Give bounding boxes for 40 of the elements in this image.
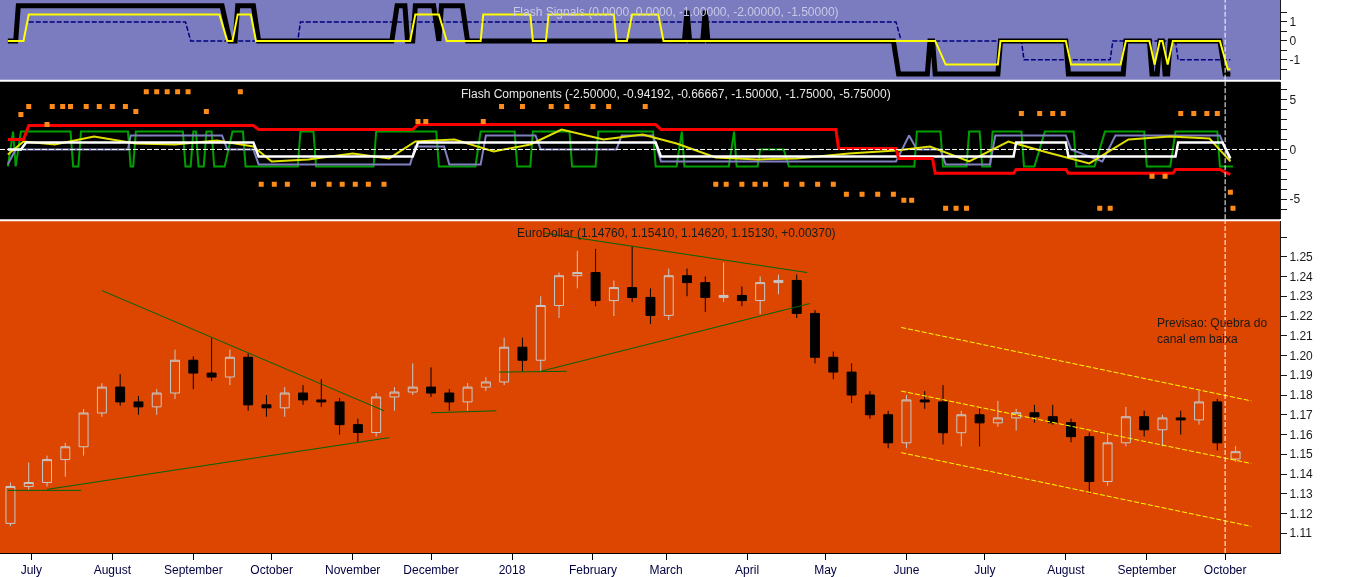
- x-tick-label: July: [974, 563, 996, 577]
- x-tick-label: August: [93, 563, 132, 577]
- y-tick-label: 5: [1289, 92, 1297, 107]
- y-tick-label: 1: [1289, 15, 1297, 30]
- x-tick-label: May: [814, 563, 837, 577]
- y-tick-label: 1.13: [1289, 486, 1314, 501]
- x-tick-label: June: [893, 563, 920, 577]
- x-tick-label: February: [568, 563, 617, 577]
- text: Flash Components (-2.50000, -0.94192, -0.66667, -1.50000, -1.75000, -5.75000): [461, 87, 891, 101]
- y-tick-label: 1.21: [1289, 328, 1314, 343]
- y-tick-label: 1.23: [1289, 289, 1314, 304]
- y-tick-label: 0: [1289, 142, 1297, 157]
- x-tick-label: November: [324, 563, 381, 577]
- y-tick-label: 1.19: [1289, 368, 1314, 383]
- annotation: Previsao: Quebra do canal em baixa: [1157, 316, 1268, 346]
- x-tick-label: September: [1117, 563, 1177, 577]
- y-tick-label: 1.20: [1289, 348, 1314, 363]
- y-tick-label: -1: [1289, 53, 1301, 68]
- chart-title: EuroDollar (1.14760, 1.15410, 1.14620, 1.15130, +0.00370): [517, 226, 836, 240]
- x-tick-label: September: [163, 563, 223, 577]
- x-tick-label: April: [735, 563, 760, 577]
- x-tick-label: March: [649, 563, 683, 577]
- y-tick-label: 1.15: [1289, 447, 1314, 462]
- y-tick-label: 1.12: [1289, 506, 1314, 521]
- y-tick-label: 1.25: [1289, 249, 1314, 264]
- y-tick-label: 1.14: [1289, 467, 1314, 482]
- y-tick-label: 1.24: [1289, 269, 1314, 284]
- y-tick-label: 0: [1289, 34, 1297, 49]
- x-tick-label: December: [403, 563, 459, 577]
- x-tick-label: October: [250, 563, 294, 577]
- x-tick-label: July: [20, 563, 43, 577]
- x-tick-label: August: [1047, 563, 1086, 577]
- y-tick-label: 1.11: [1289, 526, 1313, 541]
- y-tick-label: 1.22: [1289, 309, 1314, 324]
- y-tick-label: 1.18: [1289, 388, 1314, 403]
- x-tick-label: 2018: [498, 563, 526, 577]
- y-tick-label: 1.17: [1289, 407, 1314, 422]
- x-tick-label: October: [1203, 563, 1247, 577]
- y-tick-label: -5: [1289, 192, 1301, 207]
- y-tick-label: 1.16: [1289, 427, 1314, 442]
